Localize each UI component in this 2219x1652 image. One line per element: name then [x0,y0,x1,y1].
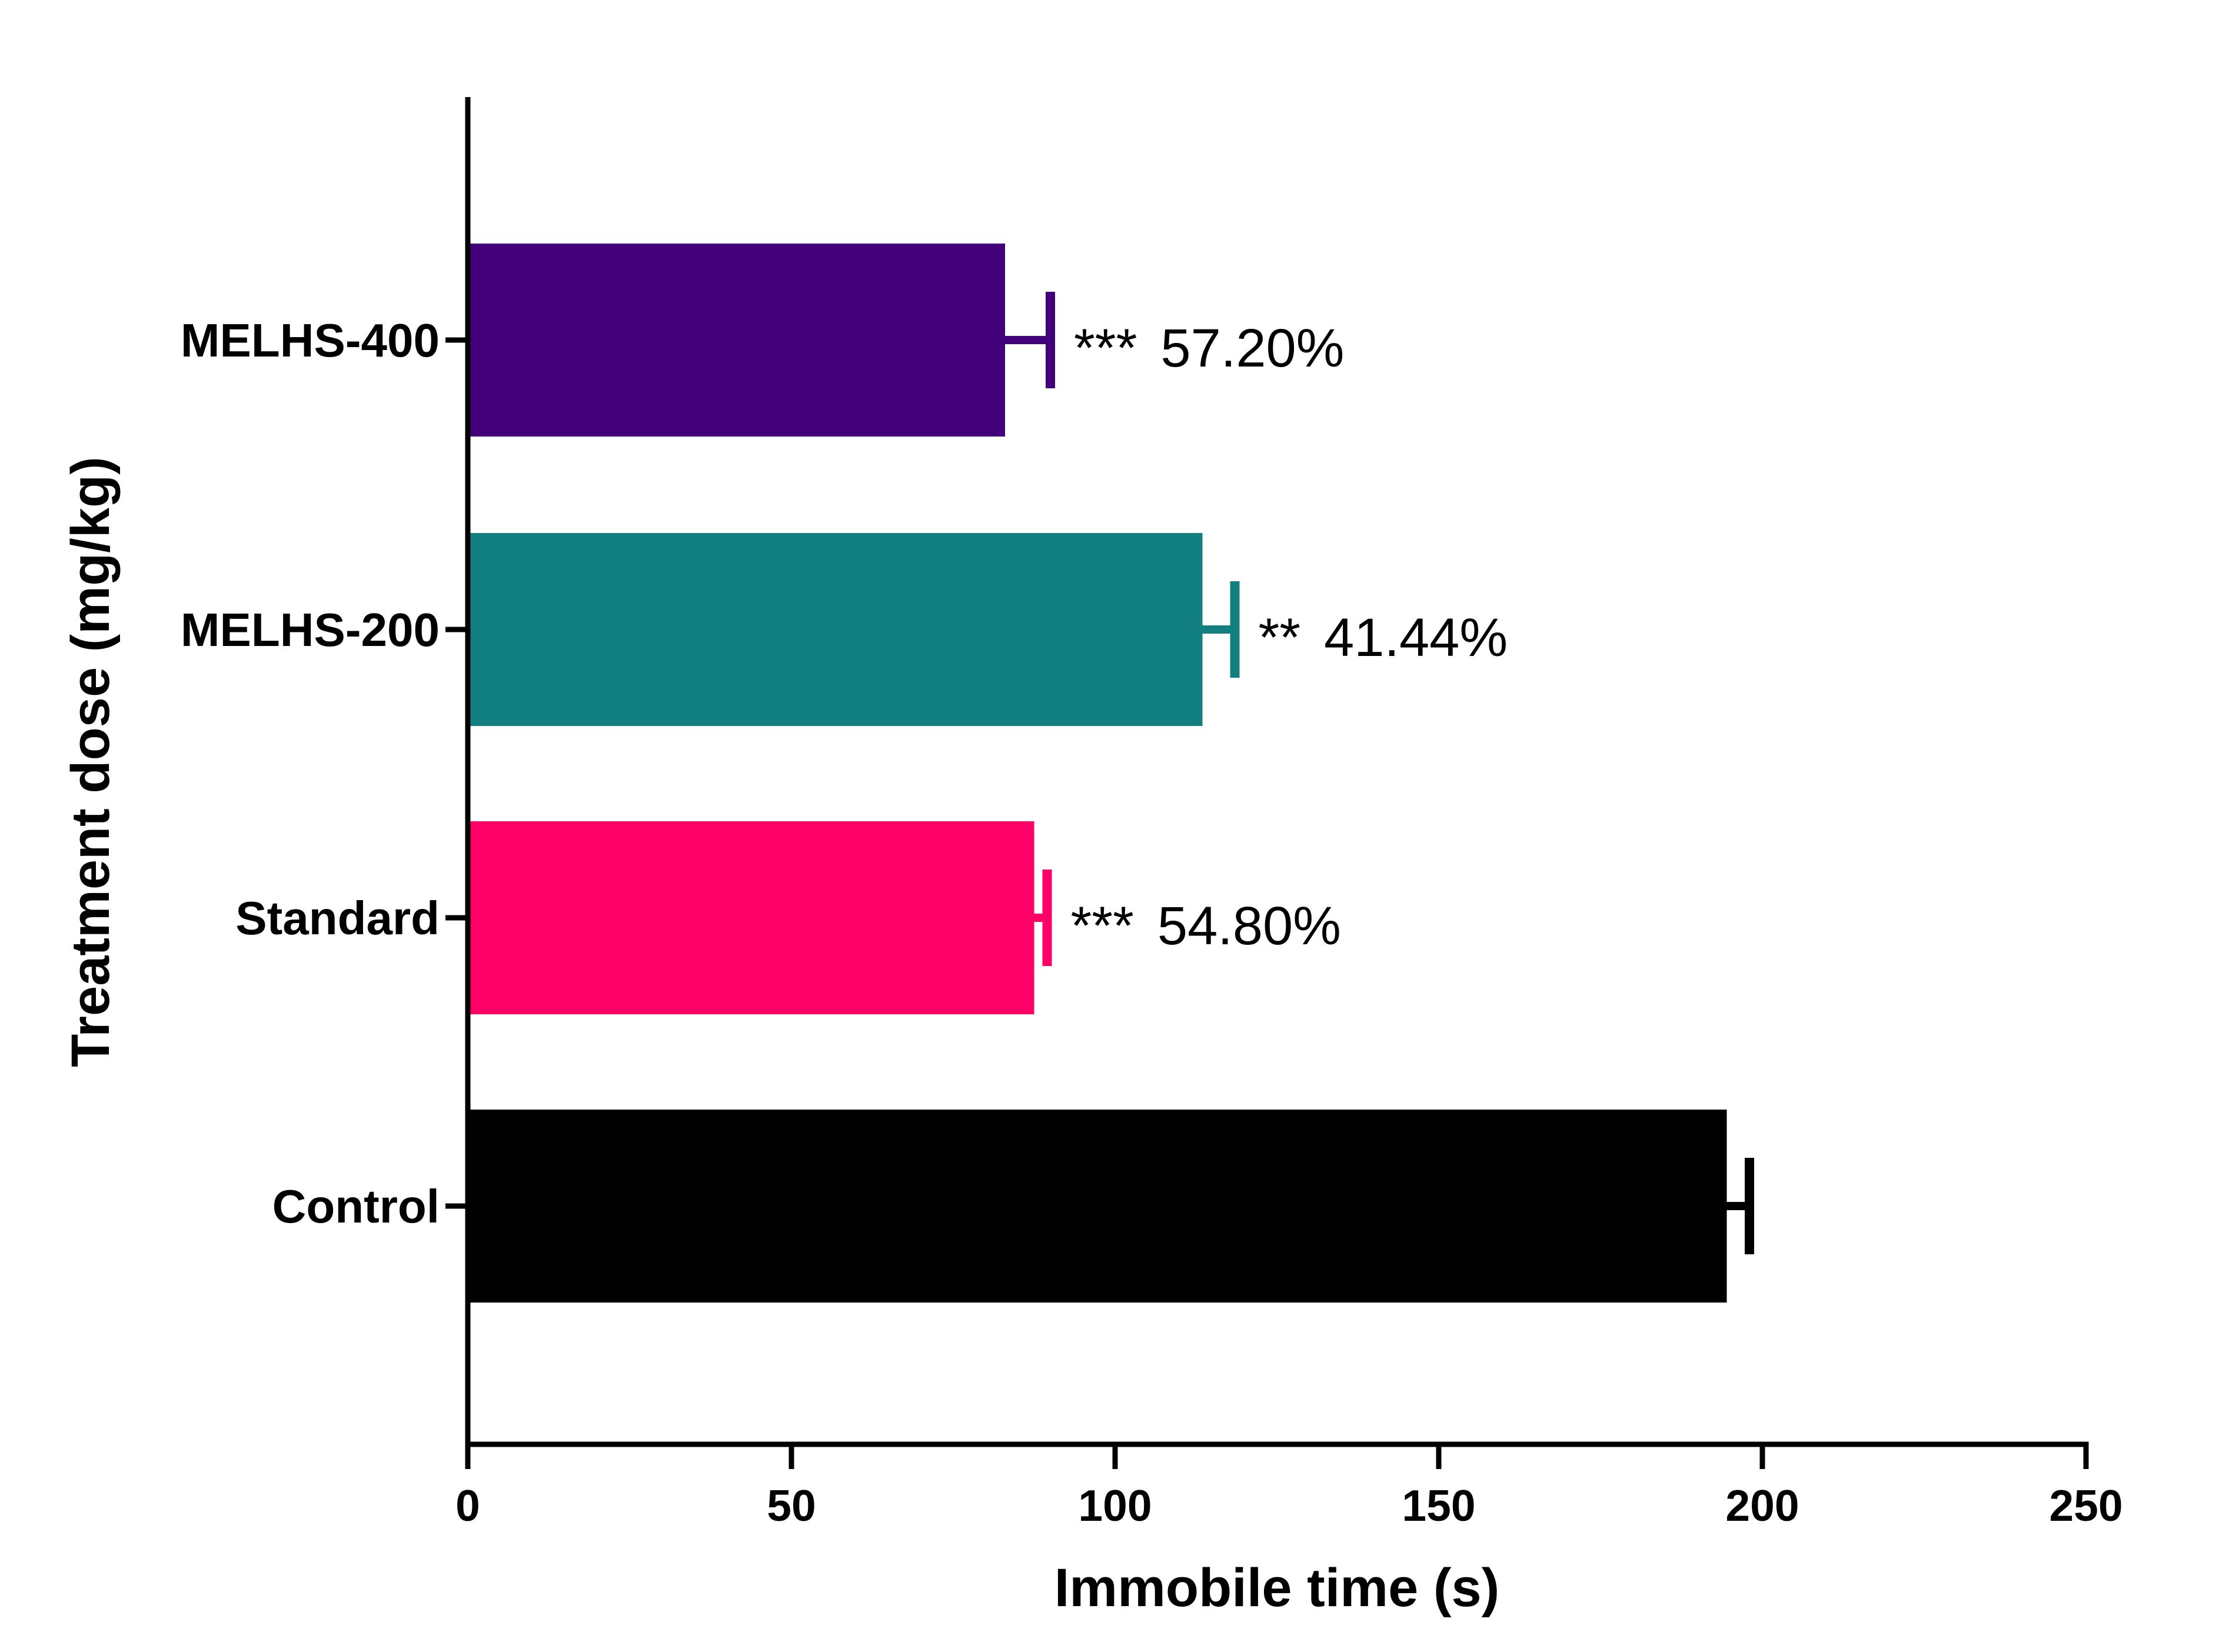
axes-group [465,97,2089,1447]
error-bars-group [1005,292,1754,1254]
y-axis-title: Treatment dose (mg/kg) [61,457,121,1067]
annotation-label: *** 57.20% [1074,318,1344,378]
y-tick-label: MELHS-400 [181,314,440,367]
y-tick-label: Control [272,1180,440,1233]
x-axis-title: Immobile time (s) [1054,1558,1500,1618]
percent-label: 54.80% [1157,896,1341,956]
percent-label: 41.44% [1324,608,1508,668]
x-tick-label: 150 [1402,1481,1475,1530]
annotation-label: *** 54.80% [1071,896,1341,956]
x-tick-label: 200 [1725,1481,1799,1530]
bar-melhs-200 [468,533,1203,726]
y-tick-label: MELHS-200 [181,604,440,656]
x-tick-label: 250 [2049,1481,2122,1530]
significance-stars: *** [1071,896,1134,956]
x-tick-label: 100 [1078,1481,1152,1530]
y-tick-label: Standard [235,892,440,944]
bar-melhs-400 [468,244,1005,437]
significance-stars: *** [1074,318,1137,378]
percent-label: 57.20% [1160,318,1344,378]
bars-group [468,244,1727,1303]
ticks-group: MELHS-400 MELHS-200 Standard Control 0 50 100 1… [181,314,2123,1530]
bar-standard [468,821,1034,1014]
bar-control [468,1110,1727,1303]
annotation-label: ** 41.44% [1259,608,1508,668]
x-tick-label: 50 [767,1481,816,1530]
x-tick-label: 0 [455,1481,480,1530]
annotations-group: *** 57.20% ** 41.44% *** 54.80% [1071,318,1508,956]
significance-stars: ** [1259,608,1301,668]
